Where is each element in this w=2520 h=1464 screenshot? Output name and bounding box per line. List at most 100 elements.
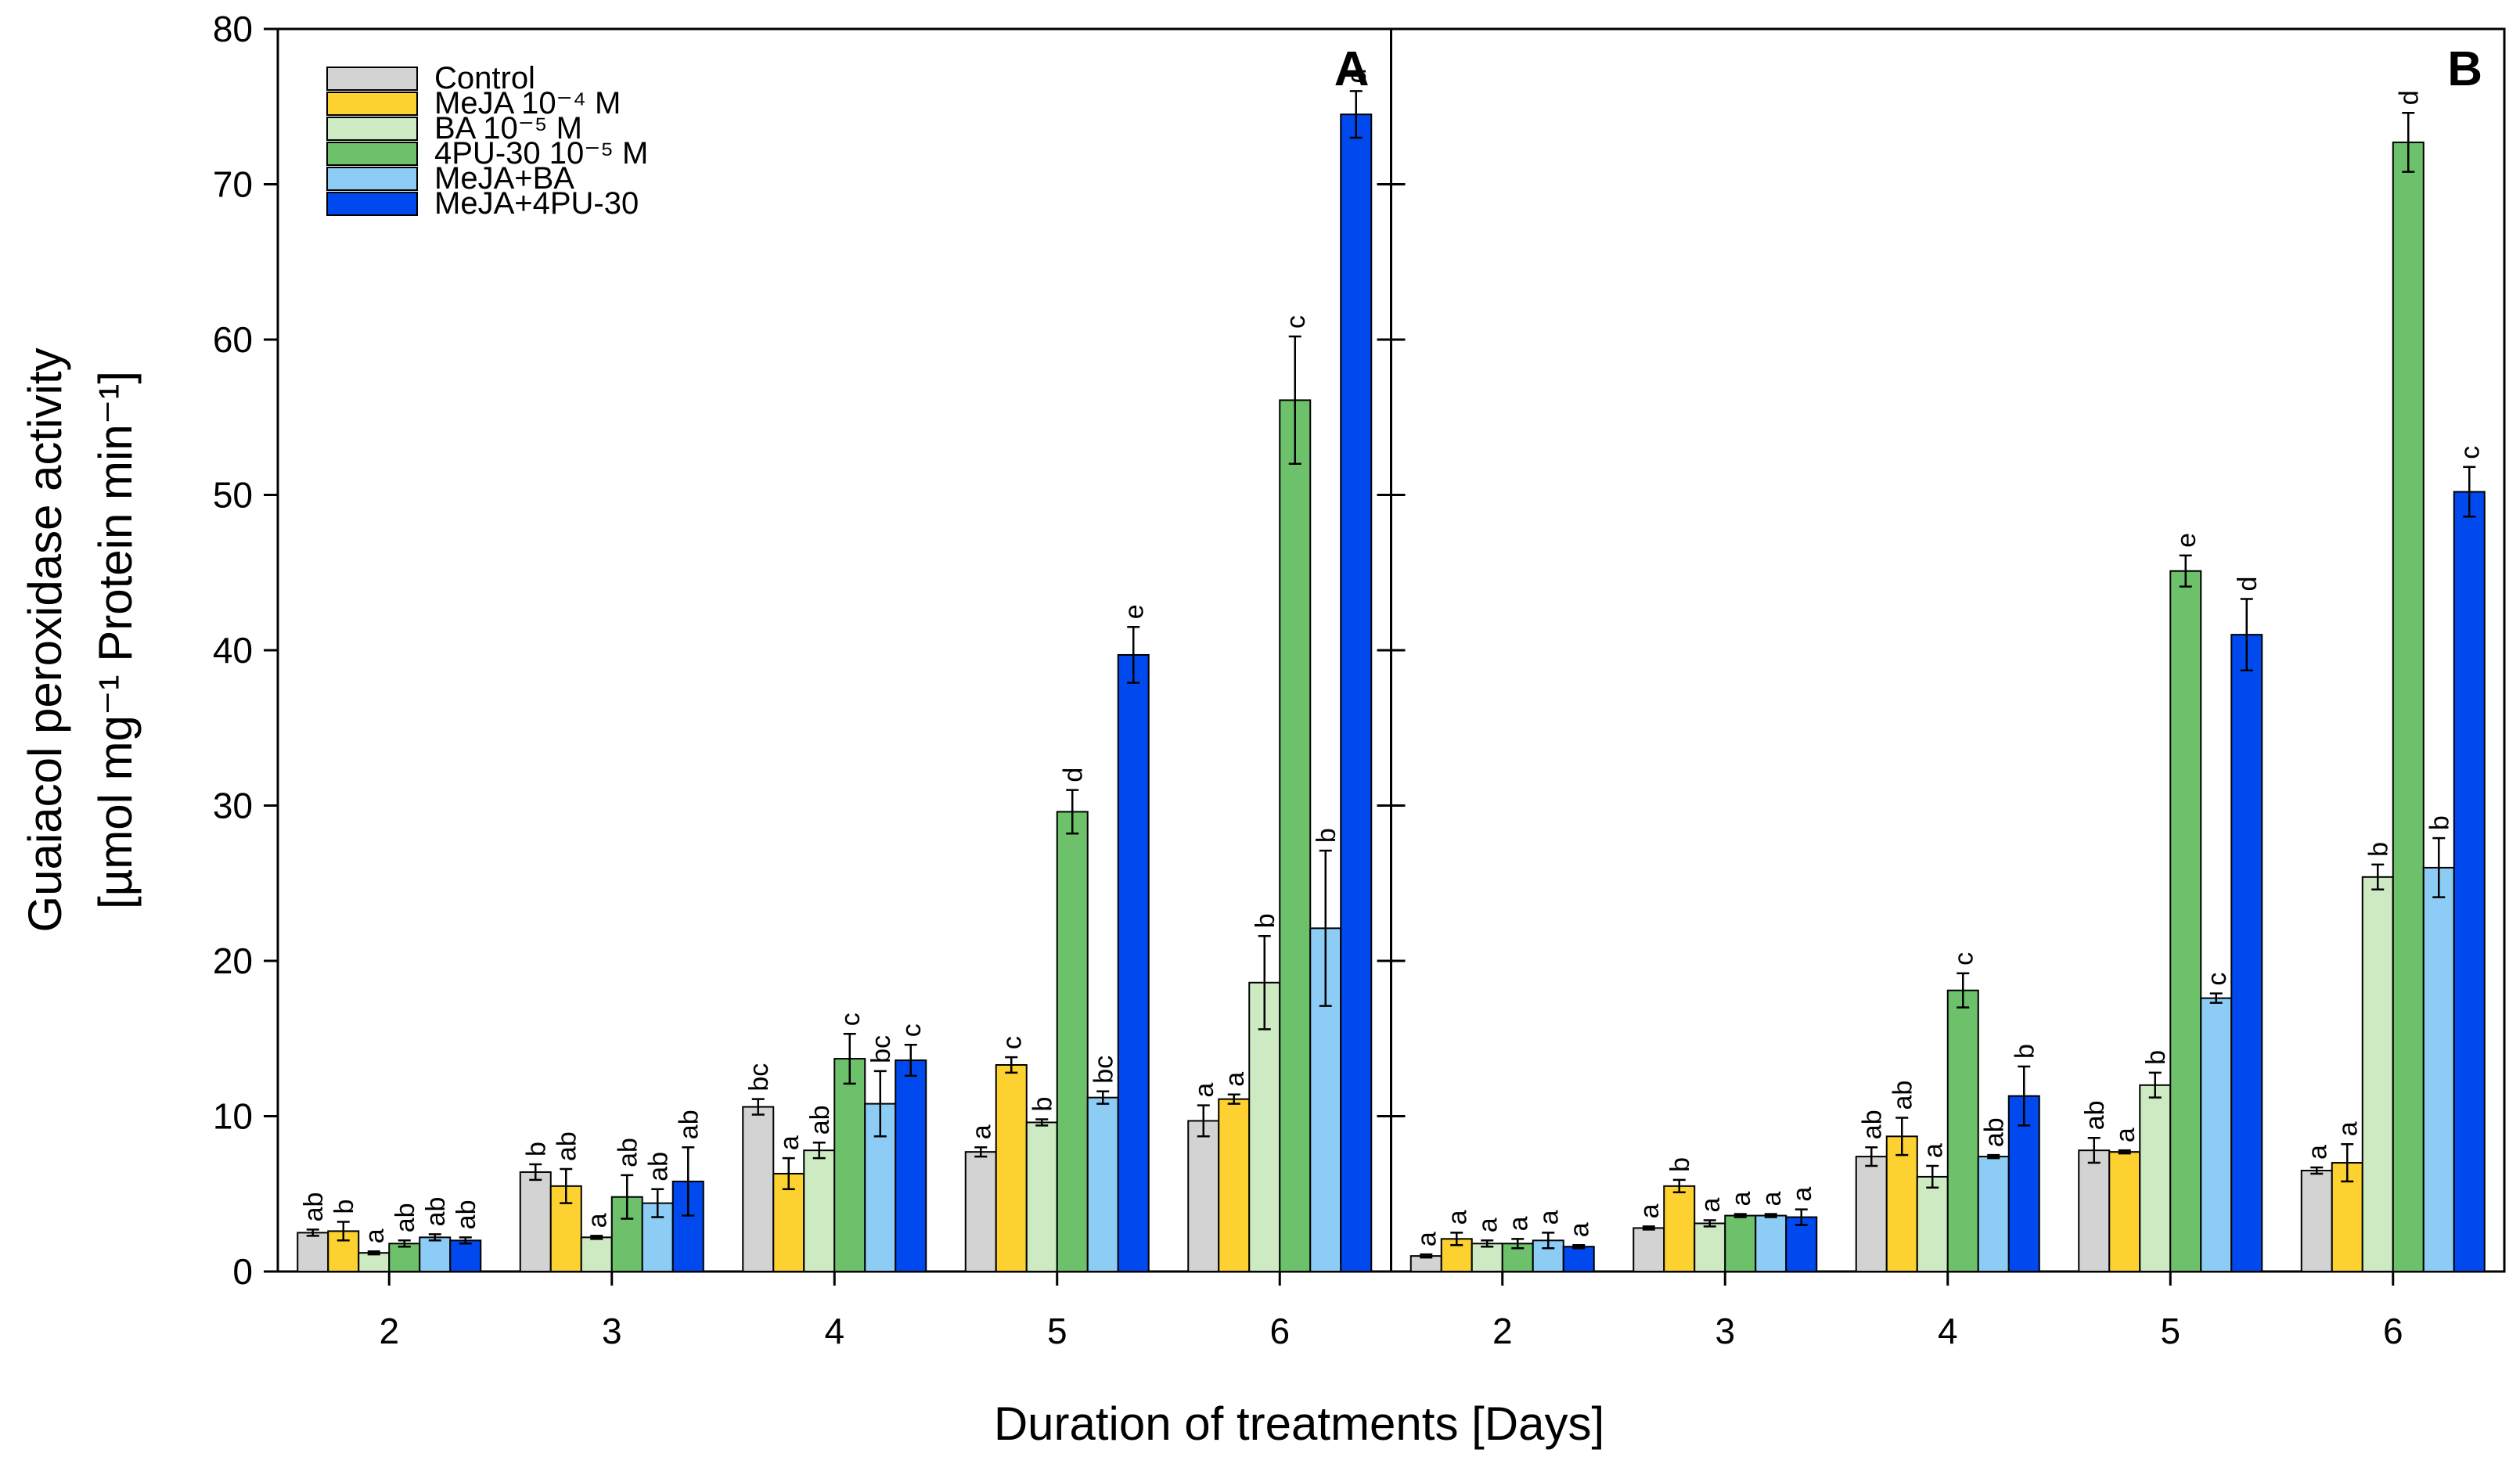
- significance-letter: b: [1028, 1097, 1057, 1112]
- bar-B-Control-6: [2300, 1169, 2333, 1272]
- significance-letter: a: [2302, 1145, 2332, 1160]
- significance-letter: a: [582, 1213, 612, 1228]
- bar-B-4PU-30-2: [1501, 1243, 1534, 1273]
- y-tick-label: 20: [213, 941, 253, 981]
- significance-letter: a: [2333, 1121, 2363, 1136]
- significance-letter: a: [1696, 1197, 1726, 1212]
- significance-letter: b: [1665, 1157, 1695, 1172]
- significance-letter: a: [1726, 1192, 1756, 1207]
- significance-letter: d: [2394, 90, 2424, 105]
- bar-B-MeJA+BA-3: [1755, 1214, 1787, 1273]
- y-axis-title-line1: Guaiacol peroxidase activity: [19, 347, 71, 932]
- significance-letter: a: [1635, 1203, 1665, 1218]
- significance-letter: ab: [613, 1138, 643, 1167]
- bar-A-MeJA+4PU-30-5: [1117, 653, 1150, 1272]
- significance-letter: b: [2363, 842, 2393, 857]
- significance-letter: ab: [391, 1203, 420, 1232]
- significance-letter: b: [2425, 815, 2454, 830]
- significance-letter: a: [1220, 1072, 1250, 1087]
- significance-letter: ab: [452, 1200, 481, 1230]
- bar-B-MeJA+4PU-30-5: [2230, 634, 2263, 1272]
- significance-letter: a: [1190, 1083, 1219, 1098]
- bar-A-MeJA-5: [995, 1063, 1028, 1272]
- significance-letter: a: [1787, 1187, 1817, 1202]
- y-tick-label: 30: [213, 786, 253, 826]
- significance-letter: a: [775, 1135, 805, 1150]
- bar-A-Control-5: [964, 1151, 997, 1273]
- x-tick-label: 4: [824, 1311, 844, 1351]
- significance-letter: e: [2172, 533, 2201, 548]
- legend-label: Control: [434, 61, 535, 95]
- bar-B-BA-6: [2361, 876, 2394, 1273]
- legend-swatch: [326, 192, 418, 216]
- bar-B-4PU-30-4: [1946, 989, 1979, 1272]
- panel-label-A: A: [1334, 42, 1370, 96]
- significance-letter: bc: [744, 1063, 774, 1092]
- bar-A-MeJA+4PU-30-4: [895, 1059, 927, 1273]
- significance-letter: ab: [552, 1131, 581, 1161]
- x-tick-label: 5: [2160, 1311, 2180, 1351]
- significance-letter: ab: [1888, 1081, 1917, 1110]
- bar-A-Control-2: [297, 1232, 329, 1272]
- significance-letter: bc: [1089, 1056, 1118, 1084]
- bar-B-4PU-30-6: [2392, 141, 2425, 1272]
- x-tick-label: 6: [1269, 1311, 1290, 1351]
- bar-B-Control-3: [1633, 1227, 1665, 1273]
- significance-letter: a: [1918, 1143, 1948, 1158]
- significance-letter: d: [1058, 768, 1088, 782]
- significance-letter: a: [1757, 1192, 1787, 1207]
- y-tick-label: 60: [213, 319, 253, 360]
- significance-letter: c: [2202, 973, 2232, 986]
- bar-B-4PU-30-5: [2169, 570, 2202, 1272]
- bar-B-Control-4: [1855, 1156, 1888, 1272]
- significance-letter: b: [1251, 913, 1280, 928]
- bar-A-MeJA+BA-2: [419, 1236, 452, 1272]
- bar-A-Control-6: [1187, 1120, 1220, 1272]
- significance-letter: b: [2141, 1050, 2171, 1065]
- bar-A-4PU-30-4: [833, 1058, 866, 1273]
- bar-B-MeJA-3: [1663, 1185, 1696, 1272]
- bar-A-4PU-30-6: [1279, 399, 1312, 1272]
- significance-letter: a: [1534, 1210, 1564, 1225]
- significance-letter: c: [836, 1013, 866, 1026]
- bar-B-Control-5: [2078, 1149, 2111, 1273]
- bar-A-BA-6: [1248, 981, 1281, 1273]
- legend-label: MeJA+BA: [434, 161, 574, 196]
- bar-A-MeJA+4PU-30-6: [1340, 113, 1373, 1272]
- bar-B-MeJA-4: [1885, 1135, 1918, 1273]
- significance-letter: a: [1412, 1232, 1442, 1246]
- significance-letter: c: [2455, 446, 2485, 459]
- significance-letter: ab: [674, 1110, 704, 1139]
- significance-letter: e: [1119, 604, 1149, 619]
- significance-letter: ab: [805, 1105, 835, 1135]
- significance-letter: c: [1281, 315, 1311, 329]
- x-tick-label: 2: [1492, 1311, 1513, 1351]
- significance-letter: c: [1949, 952, 1978, 966]
- significance-letter: a: [1503, 1216, 1533, 1231]
- significance-letter: d: [1342, 68, 1372, 83]
- bar-A-MeJA+BA-5: [1086, 1096, 1119, 1273]
- panel-label-B: B: [2447, 42, 2482, 96]
- significance-letter: b: [329, 1200, 359, 1214]
- bar-B-MeJA+4PU-30-6: [2453, 491, 2486, 1272]
- y-tick-label: 40: [213, 630, 253, 671]
- significance-letter: ab: [2080, 1100, 2110, 1130]
- significance-letter: d: [2233, 577, 2263, 592]
- significance-letter: c: [897, 1023, 927, 1037]
- bar-A-BA-2: [358, 1252, 391, 1273]
- bar-B-MeJA+BA-6: [2422, 866, 2455, 1272]
- significance-letter: b: [1312, 828, 1341, 843]
- x-tick-label: 3: [1715, 1311, 1735, 1351]
- bar-B-BA-2: [1471, 1243, 1503, 1273]
- legend-swatch: [326, 142, 418, 166]
- legend-label: BA 10⁻⁵ M: [434, 111, 582, 146]
- bar-A-MeJA+4PU-30-2: [449, 1239, 482, 1273]
- bar-A-BA-3: [580, 1236, 613, 1272]
- x-axis-title: Duration of treatments [Days]: [994, 1397, 1604, 1450]
- significance-letter: b: [2010, 1044, 2039, 1059]
- legend-swatch: [326, 92, 418, 116]
- bar-A-BA-4: [803, 1149, 836, 1273]
